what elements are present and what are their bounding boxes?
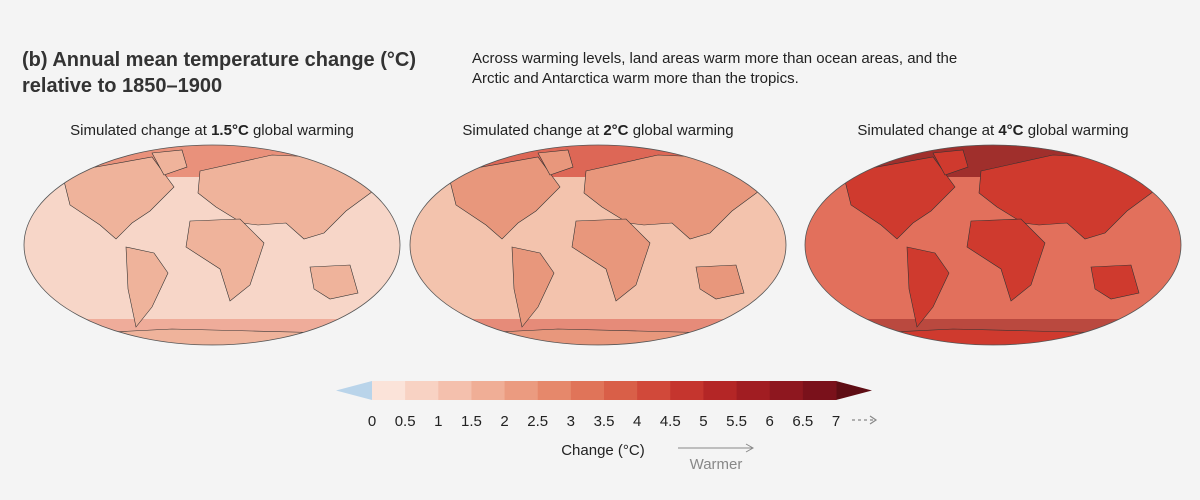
map-outline xyxy=(23,144,401,346)
panel-title-level: 1.5°C xyxy=(211,122,249,139)
colorbar-tick-label: 5.5 xyxy=(726,413,747,430)
figure-title: relative to 1850–1900 xyxy=(22,75,222,97)
map xyxy=(23,144,401,346)
colorbar-tick-label: 3 xyxy=(567,413,575,430)
colorbar-tick-label: 1.5 xyxy=(461,413,482,430)
panel-title: Simulated change at 1.5°C global warming xyxy=(70,122,354,139)
colorbar-tick-label: 7 xyxy=(832,413,840,430)
map-body xyxy=(24,145,400,345)
colorbar-tick-label: 1 xyxy=(434,413,442,430)
map-panels: Simulated change at 1.5°C global warming… xyxy=(23,122,1182,346)
map xyxy=(804,144,1182,346)
colorbar-tick-label: 6.5 xyxy=(792,413,813,430)
colorbar-bin xyxy=(769,381,804,400)
panel-title-level: 4°C xyxy=(998,122,1023,139)
colorbar-under xyxy=(336,381,372,400)
colorbar-bin xyxy=(570,381,605,400)
warmer-arrow-head xyxy=(745,443,755,453)
colorbar-tick-label: 4.5 xyxy=(660,413,681,430)
colorbar-bin xyxy=(438,381,472,400)
map-body xyxy=(410,145,786,345)
panel-title-suffix: global warming xyxy=(249,122,354,139)
panel-title: Simulated change at 2°C global warming xyxy=(462,122,733,139)
map-outline xyxy=(409,144,787,346)
colorbar-tick-label: 3.5 xyxy=(594,413,615,430)
map xyxy=(409,144,787,346)
arrow-label: Warmer xyxy=(690,456,743,473)
colorbar-tick-label: 0 xyxy=(368,413,376,430)
panel-title: Simulated change at 4°C global warming xyxy=(857,122,1128,139)
figure-title: (b) Annual mean temperature change (°C) xyxy=(22,49,416,71)
colorbar-bin xyxy=(802,381,837,400)
colorbar-bin xyxy=(471,381,506,400)
panel-title-prefix: Simulated change at xyxy=(857,122,998,139)
colorbar-tick-label: 2 xyxy=(500,413,508,430)
panel-title-level: 2°C xyxy=(603,122,628,139)
panel-title-prefix: Simulated change at xyxy=(70,122,211,139)
colorbar: 0 0.5 1 1.5 2 2.5 3 3.5 4 4.5 5 5.5 6 6.5 7 xyxy=(336,381,872,430)
colorbar-tick-label: 0.5 xyxy=(395,413,416,430)
map-body xyxy=(805,145,1181,345)
panel-title-suffix: global warming xyxy=(629,122,734,139)
colorbar-bin xyxy=(405,381,439,400)
colorbar-bin xyxy=(736,381,771,400)
colorbar-label: Change (°C) xyxy=(561,442,645,459)
description: Across warming levels, land areas warm m… xyxy=(472,50,957,67)
panel-title-prefix: Simulated change at xyxy=(462,122,603,139)
colorbar-tick-label: 2.5 xyxy=(527,413,548,430)
colorbar-tick-label: 4 xyxy=(633,413,641,430)
colorbar-bin xyxy=(537,381,572,400)
dashed-arrow-head xyxy=(869,415,878,425)
colorbar-tick-label: 5 xyxy=(699,413,707,430)
colorbar-bin xyxy=(637,381,671,400)
colorbar-bin xyxy=(504,381,539,400)
colorbar-tick-label: 6 xyxy=(766,413,774,430)
map-outline xyxy=(804,144,1182,346)
colorbar-over xyxy=(836,381,872,400)
colorbar-bin xyxy=(372,381,406,400)
colorbar-bin xyxy=(670,381,704,400)
colorbar-bin xyxy=(703,381,738,400)
colorbar-bin xyxy=(604,381,638,400)
panel-title-suffix: global warming xyxy=(1024,122,1129,139)
description: Arctic and Antarctica warm more than the… xyxy=(472,70,799,87)
